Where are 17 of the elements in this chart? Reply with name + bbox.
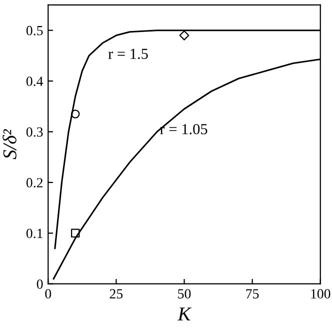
point (71, 228, 80, 238)
point (71, 110, 80, 118)
x-tick-label: 75 (246, 289, 259, 298)
y-tick-label: 0.5 (26, 26, 43, 36)
y-tick-label: 0.3 (26, 127, 43, 137)
y-tick-label: 0.4 (26, 76, 44, 86)
x-tick-label: 50 (178, 289, 191, 298)
x-tick-label: 100 (311, 289, 330, 298)
x-tick-label: 25 (110, 289, 123, 298)
annotation: r = 1.5 (108, 48, 148, 60)
x-tick-label: 0 (45, 289, 52, 298)
point (179, 30, 190, 40)
y-axis-title: S/δ² (2, 129, 16, 160)
y-tick-label: 0.2 (26, 178, 43, 188)
x-axis-title: K (178, 308, 192, 320)
y-tick-label: 0 (36, 279, 43, 289)
y-tick-label: 0.1 (26, 228, 42, 238)
